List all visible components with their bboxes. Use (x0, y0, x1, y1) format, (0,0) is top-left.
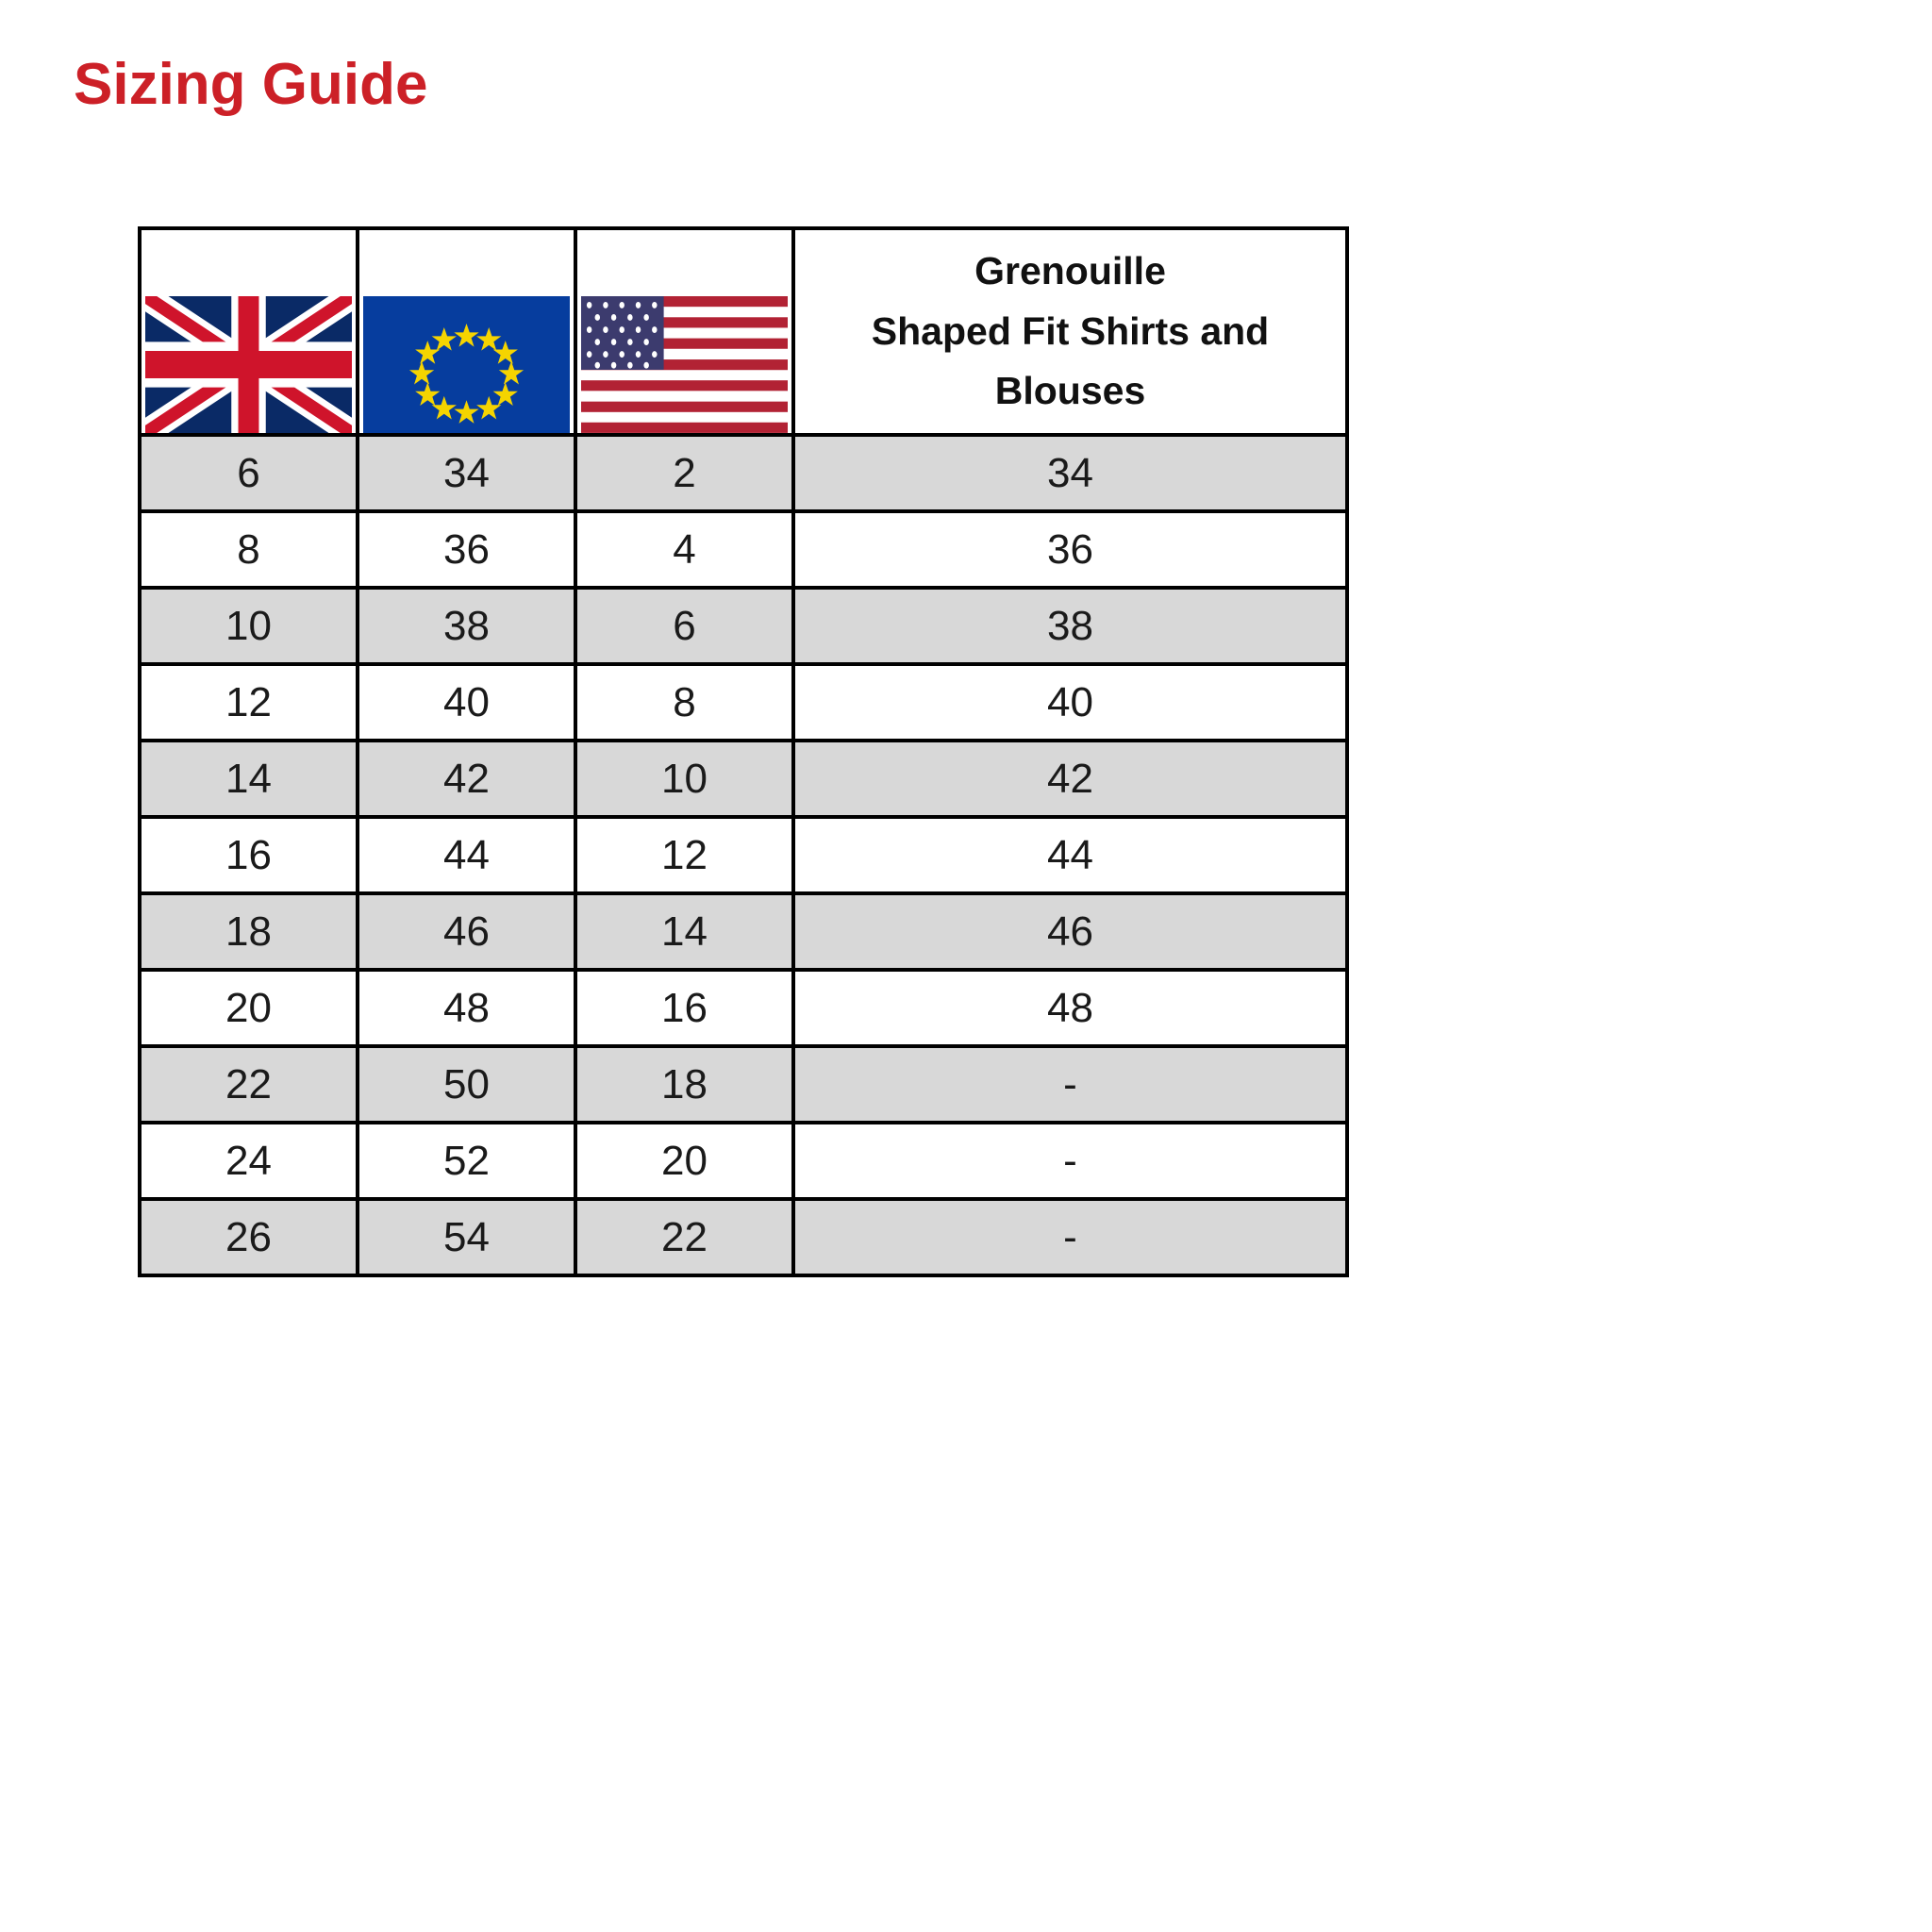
column-header-uk-size: UK SIZE (138, 226, 359, 437)
table-header: UK SIZE EU SIZE (138, 226, 1349, 437)
cell-us: 18 (574, 1044, 795, 1124)
column-header-grenouille: Grenouille Shaped Fit Shirts and Blouses (791, 226, 1349, 437)
page-title: Sizing Guide (74, 52, 428, 117)
cell-uk: 20 (138, 968, 359, 1048)
cell-eu: 52 (356, 1121, 577, 1201)
cell-us: 6 (574, 586, 795, 666)
sizing-table-container: UK SIZE EU SIZE (138, 226, 1349, 1277)
grenouille-header-line-2: Shaped Fit Shirts and (871, 308, 1270, 353)
cell-uk: 10 (138, 586, 359, 666)
us-flag-icon (581, 296, 788, 433)
table-row: 10 38 6 38 (138, 586, 1349, 666)
cell-grenouille: 44 (791, 815, 1349, 895)
cell-us: 12 (574, 815, 795, 895)
cell-us: 4 (574, 509, 795, 590)
cell-uk: 6 (138, 433, 359, 513)
cell-us: 10 (574, 739, 795, 819)
cell-uk: 16 (138, 815, 359, 895)
cell-grenouille: 38 (791, 586, 1349, 666)
cell-grenouille: 46 (791, 891, 1349, 972)
cell-eu: 38 (356, 586, 577, 666)
table-row: 26 54 22- (138, 1197, 1349, 1277)
table-row: 6 34 2 34 (138, 433, 1349, 513)
eu-flag-icon (363, 296, 570, 433)
cell-eu: 50 (356, 1044, 577, 1124)
cell-grenouille: - (791, 1044, 1349, 1124)
table-row: 12 40 8 40 (138, 662, 1349, 742)
table-row: 22 50 18- (138, 1044, 1349, 1124)
cell-eu: 44 (356, 815, 577, 895)
cell-eu: 40 (356, 662, 577, 742)
cell-grenouille: 34 (791, 433, 1349, 513)
cell-eu: 54 (356, 1197, 577, 1277)
cell-grenouille: - (791, 1121, 1349, 1201)
table-row: 14 42 10 42 (138, 739, 1349, 819)
grenouille-header-line-1: Grenouille (974, 249, 1166, 293)
cell-uk: 18 (138, 891, 359, 972)
cell-grenouille: 36 (791, 509, 1349, 590)
header-row: UK SIZE EU SIZE (138, 226, 1349, 437)
cell-us: 16 (574, 968, 795, 1048)
cell-eu: 42 (356, 739, 577, 819)
table-row: 16 44 12 44 (138, 815, 1349, 895)
cell-grenouille: - (791, 1197, 1349, 1277)
cell-grenouille: 48 (791, 968, 1349, 1048)
cell-us: 2 (574, 433, 795, 513)
table-row: 20 48 16 48 (138, 968, 1349, 1048)
cell-us: 20 (574, 1121, 795, 1201)
table-row: 18 46 14 46 (138, 891, 1349, 972)
cell-us: 8 (574, 662, 795, 742)
cell-eu: 34 (356, 433, 577, 513)
grenouille-header-line-3: Blouses (994, 369, 1146, 413)
cell-grenouille: 40 (791, 662, 1349, 742)
cell-uk: 12 (138, 662, 359, 742)
cell-us: 14 (574, 891, 795, 972)
cell-uk: 14 (138, 739, 359, 819)
cell-uk: 26 (138, 1197, 359, 1277)
table-row: 8 36 4 36 (138, 509, 1349, 590)
cell-uk: 8 (138, 509, 359, 590)
uk-flag-icon (145, 296, 352, 433)
sizing-table: UK SIZE EU SIZE (138, 226, 1349, 1277)
cell-eu: 46 (356, 891, 577, 972)
cell-eu: 36 (356, 509, 577, 590)
cell-us: 22 (574, 1197, 795, 1277)
column-header-eu-size: EU SIZE (356, 226, 577, 437)
cell-uk: 24 (138, 1121, 359, 1201)
cell-eu: 48 (356, 968, 577, 1048)
cell-grenouille: 42 (791, 739, 1349, 819)
table-row: 24 52 20- (138, 1121, 1349, 1201)
table-body: 6 34 2 34 8 36 4 36 10 38 6 38 12 40 8 40 14 42 10 42 16 44 12… (138, 433, 1349, 1277)
column-header-us-size: US SIZE (574, 226, 795, 437)
cell-uk: 22 (138, 1044, 359, 1124)
